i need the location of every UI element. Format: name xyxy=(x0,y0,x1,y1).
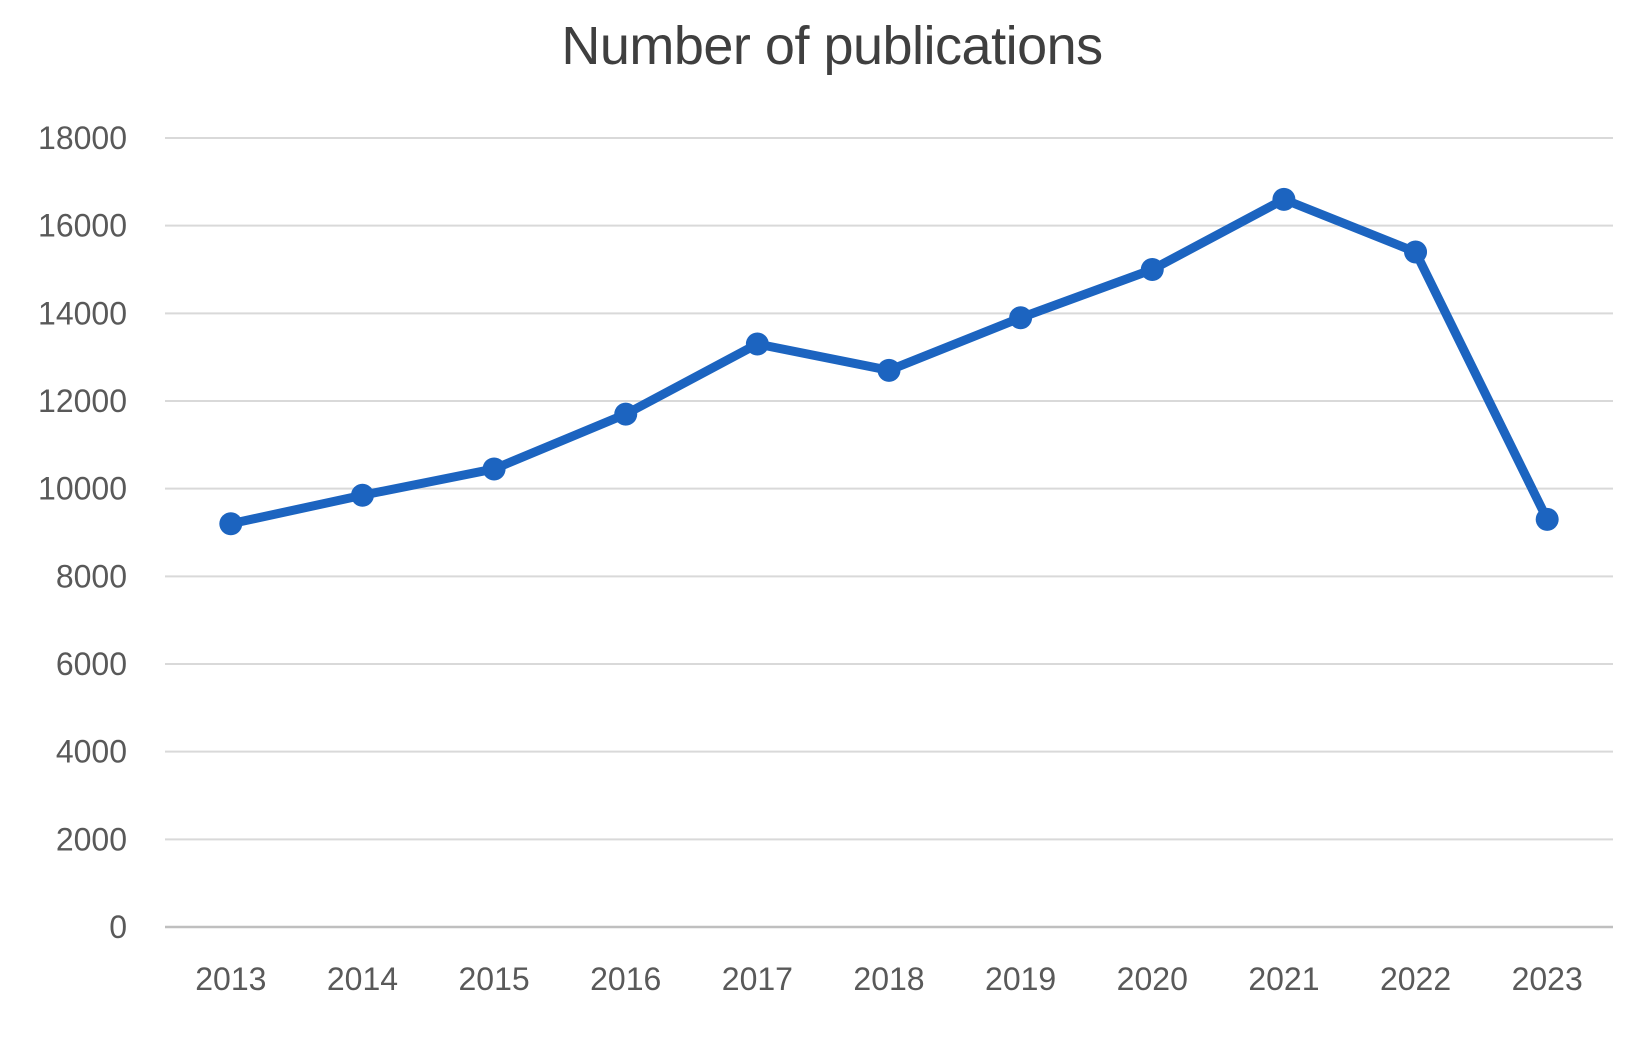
chart-title: Number of publications xyxy=(561,16,1102,76)
y-tick-label: 14000 xyxy=(38,295,127,331)
y-tick-label: 6000 xyxy=(56,646,127,682)
y-tick-label: 12000 xyxy=(38,383,127,419)
y-tick-label: 16000 xyxy=(38,208,127,244)
x-tick-label: 2014 xyxy=(327,961,398,997)
x-tick-label: 2016 xyxy=(590,961,661,997)
x-tick-label: 2019 xyxy=(985,961,1056,997)
x-tick-label: 2017 xyxy=(722,961,793,997)
y-tick-label: 8000 xyxy=(56,558,127,594)
data-point-marker xyxy=(1404,240,1428,264)
data-point-markers xyxy=(219,187,1559,536)
x-tick-label: 2023 xyxy=(1512,961,1583,997)
data-point-marker xyxy=(877,358,901,382)
x-tick-label: 2013 xyxy=(195,961,266,997)
y-tick-label: 18000 xyxy=(38,120,127,156)
x-tick-label: 2022 xyxy=(1380,961,1451,997)
data-point-marker xyxy=(1272,187,1296,211)
data-point-marker xyxy=(1140,258,1164,281)
y-axis-labels: 0 2000 4000 6000 8000 10000 12000 14000 16000 180… xyxy=(38,120,127,945)
data-point-marker xyxy=(482,457,506,481)
data-point-marker xyxy=(350,483,374,507)
y-tick-label: 0 xyxy=(109,909,127,945)
x-tick-label: 2015 xyxy=(458,961,529,997)
x-tick-label: 2018 xyxy=(853,961,924,997)
y-tick-label: 4000 xyxy=(56,734,127,770)
x-tick-label: 2021 xyxy=(1248,961,1319,997)
data-point-marker xyxy=(1009,306,1033,330)
y-tick-label: 2000 xyxy=(56,821,127,857)
x-tick-label: 2020 xyxy=(1117,961,1188,997)
data-point-marker xyxy=(219,512,243,536)
data-point-marker xyxy=(614,402,638,426)
data-point-marker xyxy=(1535,507,1559,531)
gridlines xyxy=(165,137,1613,929)
y-tick-label: 10000 xyxy=(38,471,127,507)
data-point-marker xyxy=(745,332,769,356)
x-axis-labels: 2013 2014 2015 2016 2017 2018 2019 2020 2021 2022… xyxy=(195,961,1583,997)
